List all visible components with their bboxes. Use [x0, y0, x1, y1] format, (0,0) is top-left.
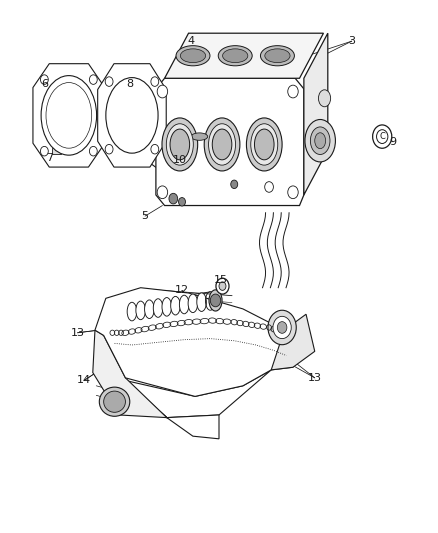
Text: 7: 7 [46, 153, 53, 163]
Circle shape [89, 147, 97, 156]
Text: 12: 12 [175, 285, 189, 295]
Ellipse shape [261, 46, 294, 66]
Ellipse shape [191, 133, 208, 140]
Ellipse shape [180, 49, 205, 63]
Ellipse shape [208, 124, 236, 165]
Ellipse shape [305, 119, 336, 162]
Circle shape [151, 144, 159, 154]
Ellipse shape [268, 310, 296, 345]
Ellipse shape [171, 296, 180, 315]
Ellipse shape [318, 90, 331, 107]
Circle shape [89, 75, 97, 84]
Ellipse shape [265, 49, 290, 63]
Circle shape [157, 186, 168, 199]
Circle shape [179, 198, 185, 206]
Polygon shape [125, 381, 219, 439]
Ellipse shape [251, 124, 278, 165]
Ellipse shape [188, 294, 198, 312]
Ellipse shape [277, 321, 287, 333]
Ellipse shape [162, 118, 198, 171]
Ellipse shape [212, 129, 232, 160]
Ellipse shape [145, 300, 154, 319]
Text: 4: 4 [187, 36, 194, 46]
Polygon shape [33, 63, 105, 167]
Ellipse shape [176, 46, 210, 66]
Circle shape [288, 186, 298, 199]
Ellipse shape [194, 55, 202, 61]
Polygon shape [52, 148, 60, 154]
Polygon shape [156, 78, 304, 206]
Text: 13: 13 [308, 373, 322, 383]
Ellipse shape [104, 391, 125, 413]
Ellipse shape [311, 127, 330, 155]
Circle shape [373, 125, 392, 148]
Text: 15: 15 [214, 274, 228, 285]
Ellipse shape [315, 133, 325, 149]
Text: 6: 6 [42, 78, 49, 88]
Circle shape [288, 85, 298, 98]
Text: 10: 10 [173, 156, 187, 165]
Text: 3: 3 [348, 36, 355, 46]
Ellipse shape [254, 129, 274, 160]
Text: 14: 14 [77, 375, 91, 385]
Polygon shape [93, 330, 167, 418]
Ellipse shape [218, 46, 252, 66]
Ellipse shape [209, 290, 222, 311]
Circle shape [210, 294, 221, 307]
Circle shape [105, 144, 113, 154]
Ellipse shape [136, 301, 145, 320]
Circle shape [231, 180, 238, 189]
Text: C: C [379, 132, 385, 141]
Ellipse shape [153, 299, 163, 317]
Ellipse shape [223, 49, 248, 63]
Polygon shape [271, 314, 315, 370]
Circle shape [169, 193, 178, 204]
Ellipse shape [106, 78, 158, 153]
Polygon shape [125, 370, 271, 418]
Ellipse shape [41, 76, 97, 155]
Ellipse shape [99, 387, 130, 416]
Ellipse shape [162, 297, 172, 316]
Ellipse shape [197, 293, 206, 311]
Text: 9: 9 [389, 137, 397, 147]
Circle shape [219, 282, 226, 290]
Ellipse shape [204, 118, 240, 171]
Polygon shape [304, 33, 328, 195]
Text: 13: 13 [71, 328, 85, 338]
Ellipse shape [166, 124, 193, 165]
Circle shape [157, 85, 168, 98]
Text: 8: 8 [126, 78, 133, 88]
Circle shape [40, 75, 48, 84]
Polygon shape [98, 63, 166, 167]
Polygon shape [95, 288, 293, 397]
Circle shape [105, 77, 113, 86]
Polygon shape [165, 33, 323, 78]
Text: 5: 5 [141, 211, 148, 221]
Ellipse shape [180, 295, 189, 314]
Circle shape [151, 77, 159, 86]
Circle shape [216, 278, 229, 294]
Circle shape [40, 147, 48, 156]
Ellipse shape [247, 118, 282, 171]
Ellipse shape [170, 129, 190, 160]
Circle shape [377, 130, 388, 143]
Ellipse shape [273, 317, 291, 338]
